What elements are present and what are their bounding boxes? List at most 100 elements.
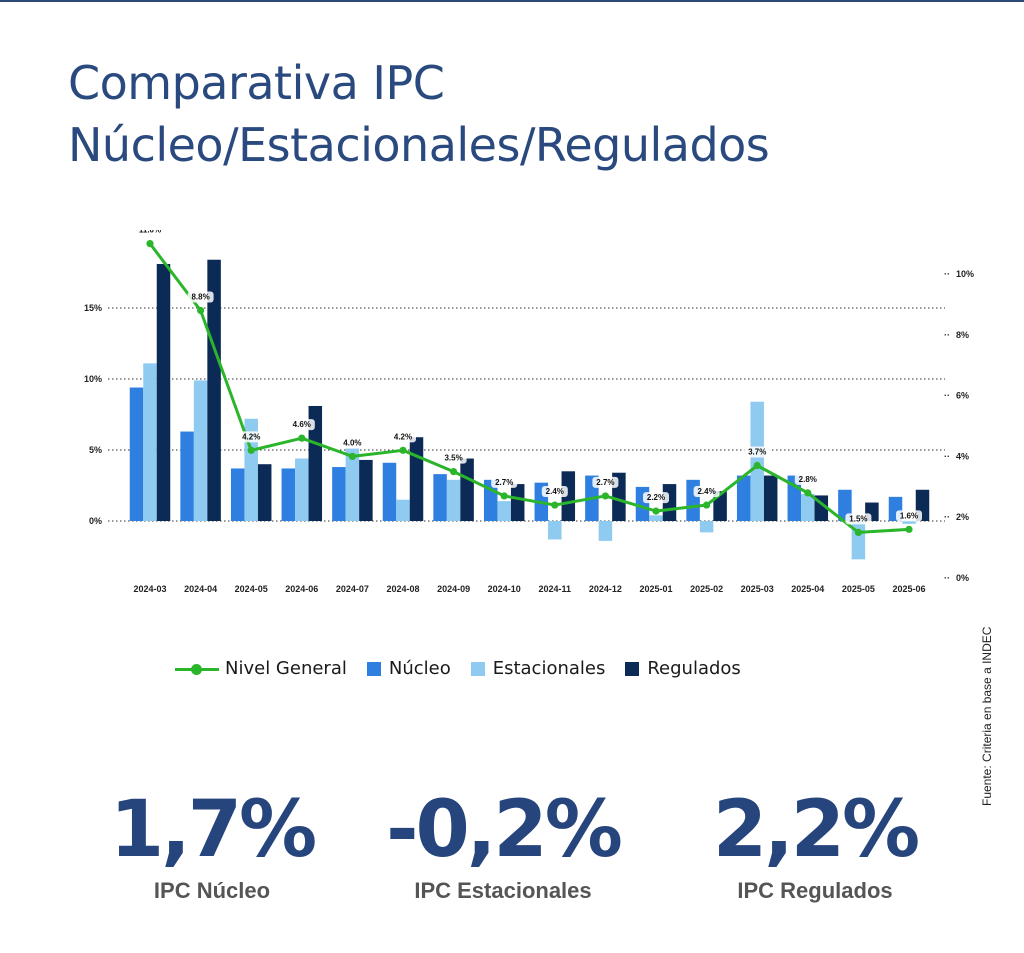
y-right-tick-label: 10% (956, 269, 974, 279)
point-nivel-general-2025-04 (804, 489, 812, 497)
line-nivel-general (148, 242, 910, 534)
bar-estacionales-2024-06 (295, 458, 309, 521)
x-tick-label: 2024-06 (285, 584, 318, 594)
bar-estacionales-2025-01 (649, 515, 663, 521)
x-tick-label: 2024-03 (133, 584, 166, 594)
y-right-tick-label: 0% (956, 573, 969, 583)
data-label-bg (896, 510, 922, 522)
ipc-chart: 0% 5% 10% 15% ·· 0% ·· 2% ·· 4% ·· 6% ·· 8% ·· 10% 2024-… (84, 230, 974, 594)
legend-swatch (470, 661, 485, 676)
bar-regulados-2024-06 (308, 405, 323, 521)
kpi-label: IPC Núcleo (153, 878, 271, 903)
bar-estacionales-2025-06 (902, 521, 916, 524)
bar-regulados-2024-07 (359, 459, 373, 521)
legend-item-nivel-general: Nivel General (175, 658, 347, 679)
data-label-bg (541, 486, 568, 498)
bar-estacionales-2024-04 (193, 380, 208, 521)
bar-estacionales-2025-04 (801, 494, 815, 521)
data-label-bg (288, 419, 315, 431)
bar-estacionales-2024-03 (143, 363, 157, 521)
bar-regulados-2024-11 (561, 471, 576, 521)
bar-estacionales-2024-08 (396, 499, 410, 521)
point-nivel-general-2024-04 (197, 306, 205, 315)
y-left-tick-label: 0% (89, 516, 102, 526)
source-note: Fuente: Criteria en base a INDEC (980, 626, 994, 806)
x-tick-label: 2025-03 (741, 584, 774, 594)
y-right-tick-mark: ·· (944, 573, 950, 583)
point-nivel-general-2025-01 (652, 507, 660, 515)
point-nivel-general-2024-05 (247, 446, 255, 454)
point-nivel-general-2024-12 (601, 492, 610, 500)
x-tick-label: 2024-09 (437, 584, 470, 594)
bar-ncleo-2025-01 (635, 486, 650, 521)
legend-swatch (625, 661, 640, 676)
data-label-bg (643, 492, 669, 504)
y-left-tick-label: 10% (84, 374, 102, 384)
bar-ncleo-2024-05 (230, 468, 245, 521)
data-label-bg (187, 291, 214, 303)
title-line-1: Comparativa IPC (68, 56, 445, 110)
bar-estacionales-2024-09 (446, 479, 461, 521)
data-label: 2.4% (546, 487, 564, 496)
y-right-tick-mark: ·· (944, 512, 950, 522)
legend-line-marker (175, 662, 219, 676)
chart-legend: Nivel General Núcleo Estacionales Regula… (175, 658, 761, 679)
y-right-tick-mark: ·· (944, 451, 950, 461)
x-tick-label: 2024-12 (589, 584, 622, 594)
x-tick-label: 2024-10 (488, 584, 521, 594)
x-tick-label: 2024-07 (336, 584, 369, 594)
x-tick-label: 2025-02 (690, 584, 723, 594)
y-right-tick-mark: ·· (944, 391, 950, 401)
x-tick-label: 2025-04 (791, 584, 824, 594)
bar-regulados-2024-04 (207, 259, 221, 521)
legend-label: Regulados (647, 658, 741, 679)
bar-ncleo-2024-06 (281, 468, 296, 521)
kpi-value: 1,7% (109, 785, 317, 875)
point-nivel-general-2024-03 (146, 240, 154, 248)
point-nivel-general-2024-07 (348, 452, 356, 460)
y-right-tick-label: 2% (956, 512, 969, 522)
page-title: Comparativa IPC Núcleo/Estacionales/Regu… (68, 52, 770, 176)
data-label: 2.7% (495, 478, 513, 487)
legend-label: Núcleo (388, 658, 451, 679)
legend-swatch (366, 661, 381, 676)
data-label: 3.5% (444, 454, 462, 463)
bar-regulados-2024-08 (409, 437, 424, 521)
bar-estacionales-2024-12 (598, 521, 613, 541)
kpi-estacionales: -0,2% IPC Estacionales (353, 782, 653, 904)
legend-label: Estacionales (492, 658, 606, 679)
kpi-value: 2,2% (712, 785, 920, 875)
data-label: 4.2% (242, 432, 260, 441)
point-nivel-general-2024-06 (298, 434, 306, 442)
x-tick-label: 2024-04 (184, 584, 217, 594)
point-nivel-general-2025-05 (854, 528, 863, 536)
bar-estacionales-2024-10 (497, 501, 511, 521)
bar-regulados-2024-03 (156, 263, 171, 521)
x-tick-label: 2025-06 (892, 584, 925, 594)
y-right-tick-label: 6% (956, 391, 969, 401)
data-label: 2.8% (799, 475, 817, 484)
x-tick-label: 2024-05 (235, 584, 268, 594)
bar-ncleo-2024-04 (180, 431, 194, 521)
bar-regulados-2024-10 (510, 484, 525, 521)
data-label: 4.6% (293, 420, 311, 429)
bar-ncleo-2024-03 (129, 387, 144, 521)
x-tick-label: 2025-01 (639, 584, 672, 594)
kpi-label: IPC Regulados (737, 878, 893, 903)
bar-ncleo-2025-05 (838, 489, 852, 521)
y-right-tick-mark: ·· (944, 269, 950, 279)
data-label-bg (137, 230, 163, 236)
kpi-label: IPC Estacionales (414, 878, 592, 903)
y-left-tick-label: 5% (89, 445, 102, 455)
data-label-bg (794, 473, 821, 485)
data-label-bg (238, 431, 265, 443)
bar-ncleo-2024-09 (433, 474, 447, 521)
data-label: 11.0% (139, 230, 161, 235)
data-label: 2.7% (596, 478, 614, 487)
x-tick-label: 2025-05 (842, 584, 875, 594)
bar-estacionales-2025-03 (750, 401, 764, 521)
data-label: 4.0% (343, 438, 361, 447)
legend-item-regulados: Regulados (625, 658, 741, 679)
y-right-tick-label: 4% (956, 451, 969, 461)
bar-ncleo-2025-02 (686, 479, 700, 521)
